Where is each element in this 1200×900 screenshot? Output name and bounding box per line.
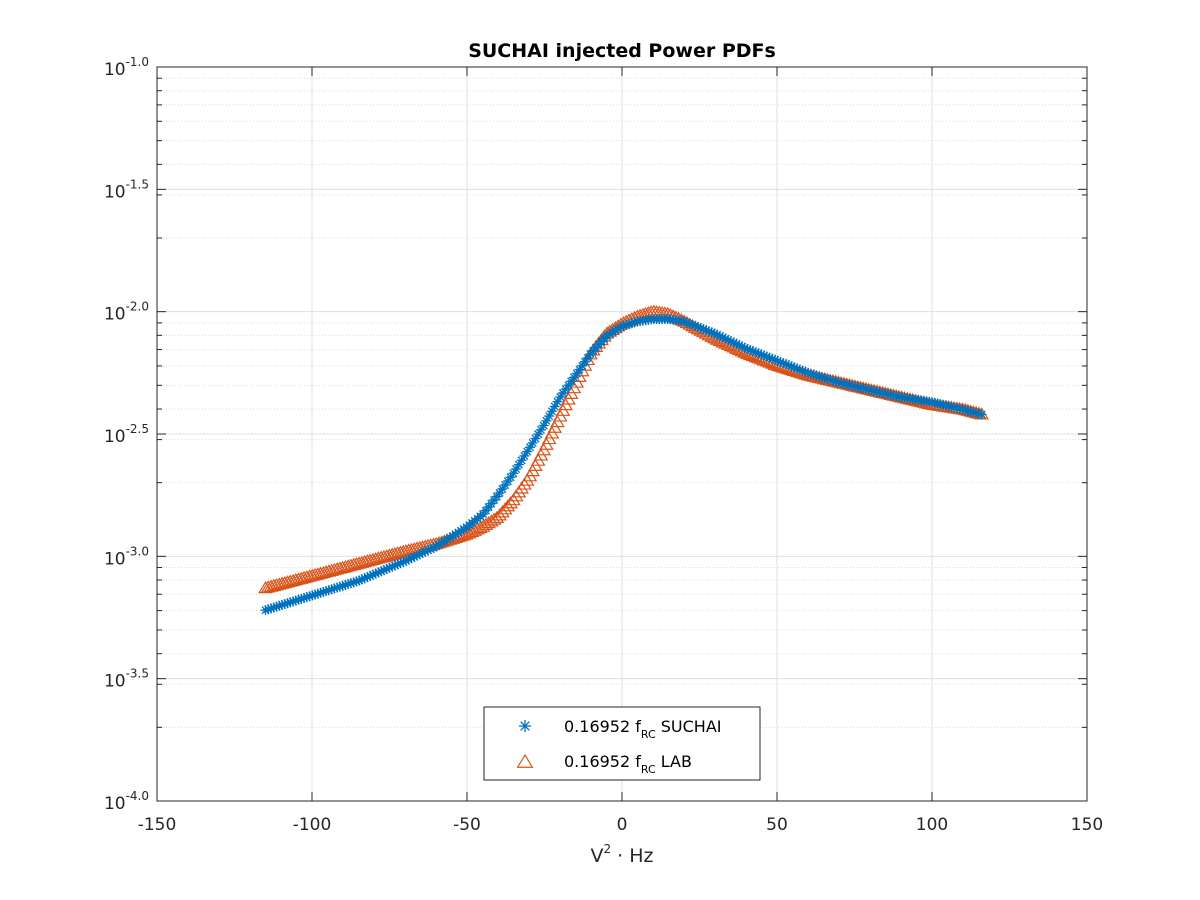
x-tick-label: -100 bbox=[293, 815, 332, 835]
data-point bbox=[483, 514, 499, 527]
data-point bbox=[398, 544, 414, 557]
legend-entry: 0.16952 fRC LAB bbox=[516, 752, 692, 776]
data-point bbox=[497, 502, 513, 515]
x-axis-label-superscript: 2 bbox=[603, 842, 611, 856]
data-point bbox=[492, 508, 507, 521]
data-point bbox=[470, 522, 485, 535]
chart-title: SUCHAI injected Power PDFs bbox=[468, 40, 776, 62]
y-tick-label: 10-1.0 bbox=[104, 55, 149, 80]
data-point bbox=[486, 512, 502, 525]
y-tick-label: 10-4.0 bbox=[104, 789, 149, 814]
x-axis-label: V2 · Hz bbox=[590, 842, 653, 867]
y-tick-label: 10-3.0 bbox=[104, 544, 149, 569]
axis-ticks bbox=[156, 66, 1088, 802]
y-tick-label: 10-3.5 bbox=[104, 667, 149, 692]
data-point bbox=[976, 409, 987, 420]
data-point bbox=[495, 505, 510, 518]
data-point bbox=[516, 753, 534, 768]
x-tick-label: 0 bbox=[617, 815, 628, 835]
legend-label: 0.16952 fRC LAB bbox=[564, 752, 692, 776]
y-tick-label: 10-1.5 bbox=[104, 177, 149, 202]
x-axis-label-base: V bbox=[590, 845, 603, 867]
x-tick-label: -50 bbox=[453, 815, 481, 835]
x-axis-label-rest: · Hz bbox=[611, 845, 653, 867]
data-point bbox=[519, 720, 531, 732]
data-series bbox=[258, 304, 989, 616]
data-point bbox=[395, 544, 411, 558]
data-point bbox=[503, 496, 518, 509]
x-tick-labels: -150 -100 -50 0 50 100 150 bbox=[138, 815, 1104, 835]
x-tick-label: 50 bbox=[766, 815, 788, 835]
x-tick-label: 100 bbox=[916, 815, 948, 835]
data-point bbox=[500, 499, 516, 512]
legend: 0.16952 fRC SUCHAI 0.16952 fRC LAB bbox=[483, 706, 761, 781]
series-suchai bbox=[260, 314, 987, 616]
x-tick-label: 150 bbox=[1071, 815, 1103, 835]
major-grid bbox=[157, 67, 1087, 801]
x-tick-label: -150 bbox=[138, 815, 177, 835]
y-tick-label: 10-2.5 bbox=[104, 422, 149, 447]
legend-entry: 0.16952 fRC SUCHAI bbox=[519, 717, 722, 741]
legend-label: 0.16952 fRC SUCHAI bbox=[564, 717, 722, 741]
data-point bbox=[549, 401, 560, 412]
y-tick-label: 10-2.0 bbox=[104, 300, 149, 325]
data-point bbox=[393, 545, 408, 558]
y-tick-labels: 10-4.0 10-3.5 10-3.0 10-2.5 10-2.0 10-1.5 10-1… bbox=[104, 55, 149, 814]
